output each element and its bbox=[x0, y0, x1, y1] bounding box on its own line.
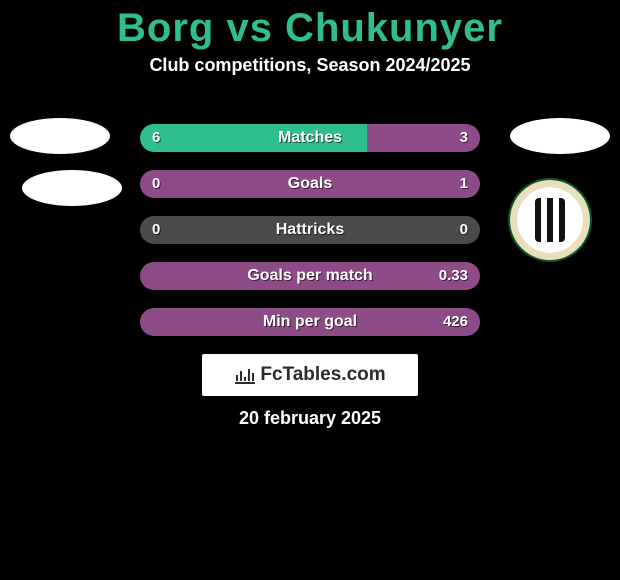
stat-row: 0.33Goals per match bbox=[140, 262, 480, 290]
page-title: Borg vs Chukunyer bbox=[0, 0, 620, 51]
stat-label: Goals per match bbox=[140, 262, 480, 290]
stat-row: 01Goals bbox=[140, 170, 480, 198]
left-team-logo-1 bbox=[10, 118, 110, 154]
left-team-logo-2 bbox=[22, 170, 122, 206]
stat-row: 426Min per goal bbox=[140, 308, 480, 336]
stat-label: Min per goal bbox=[140, 308, 480, 336]
stat-row: 63Matches bbox=[140, 124, 480, 152]
stat-label: Hattricks bbox=[140, 216, 480, 244]
stat-label: Matches bbox=[140, 124, 480, 152]
right-team-crest bbox=[510, 180, 590, 260]
watermark-badge: FcTables.com bbox=[202, 354, 418, 396]
stat-rows: 63Matches 01Goals 00Hattricks 0.33Goals per… bbox=[140, 124, 480, 354]
watermark-text: FcTables.com bbox=[260, 364, 385, 385]
stat-row: 00Hattricks bbox=[140, 216, 480, 244]
subtitle: Club competitions, Season 2024/2025 bbox=[0, 55, 620, 76]
stat-label: Goals bbox=[140, 170, 480, 198]
date-text: 20 february 2025 bbox=[0, 408, 620, 429]
chart-icon bbox=[234, 364, 256, 384]
right-team-logo-1 bbox=[510, 118, 610, 154]
